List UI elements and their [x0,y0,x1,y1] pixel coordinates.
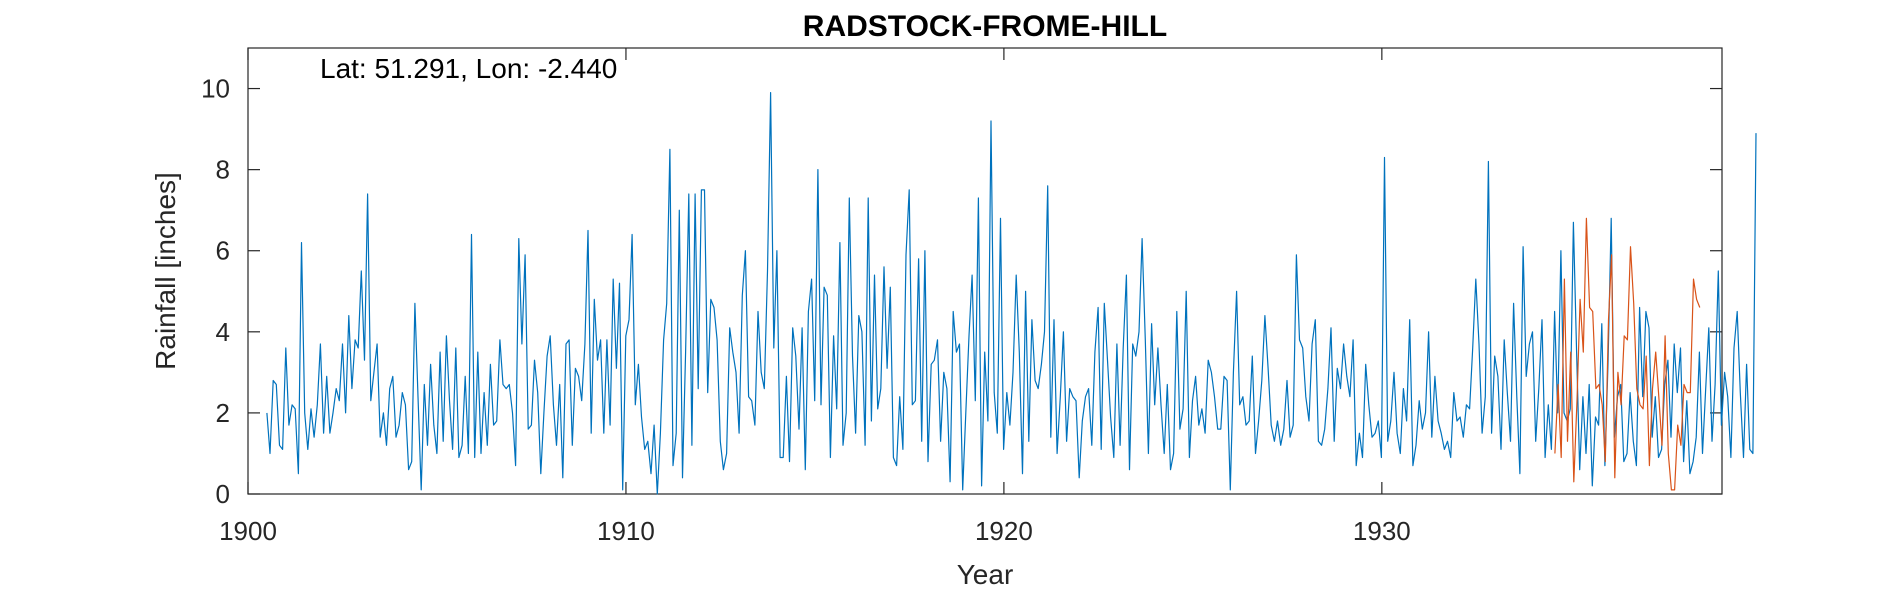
y-tick-label: 6 [216,236,230,266]
series-line-observed [266,91,1757,495]
series-layer [266,91,1757,495]
chart-title: RADSTOCK-FROME-HILL [803,10,1167,43]
y-tick-label: 4 [216,317,230,347]
y-axis-title: Rainfall [inches] [150,172,181,370]
x-tick-label: 1920 [975,516,1033,546]
x-tick-label: 1930 [1353,516,1411,546]
x-tick-label: 1900 [219,516,277,546]
y-tick-label: 2 [216,398,230,428]
tick-labels: 1900 1910 1920 1930 0 2 4 6 8 10 [201,74,1411,546]
coordinates-annotation: Lat: 51.291, Lon: -2.440 [320,53,617,84]
series-line-recent [1554,217,1701,491]
y-tick-label: 0 [216,479,230,509]
x-axis-title: Year [957,559,1014,590]
y-tick-label: 8 [216,155,230,185]
y-tick-label: 10 [201,74,230,104]
x-tick-label: 1910 [597,516,655,546]
